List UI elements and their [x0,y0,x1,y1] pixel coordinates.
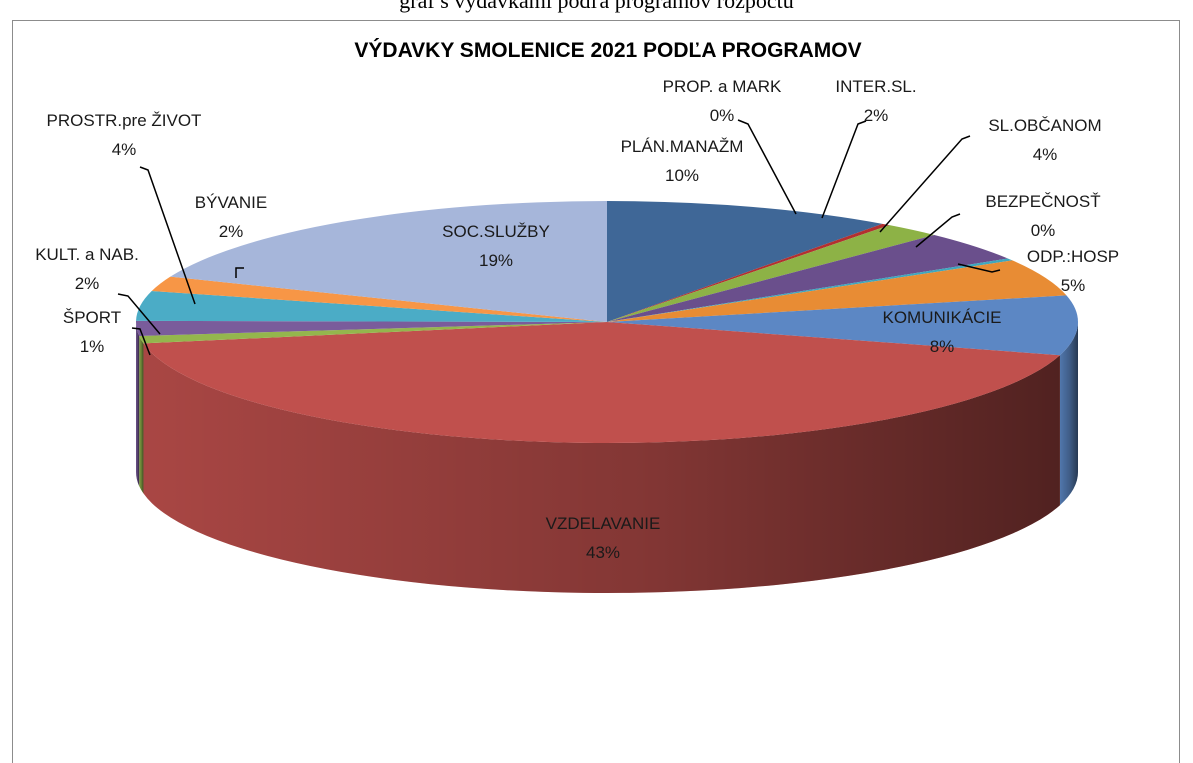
slice-bezpecnost [607,258,1013,322]
pie-slices [136,201,1078,444]
slice-byvanie [151,276,608,322]
leader-line-prop-a-mark [737,119,797,215]
leader-lines [117,119,1001,356]
slice-label-sl-obcanom: SL.OBČANOM [988,116,1101,135]
slice-percent-prop-a-mark: 0% [710,106,735,125]
slice-label-kult-a-nab: KULT. a NAB. [35,245,139,264]
slice-percent-byvanie: 2% [219,222,244,241]
slice-sport [139,322,607,344]
slice-percent-inter-sl: 2% [864,106,889,125]
slice-label-byvanie: BÝVANIE [195,193,267,212]
slice-percent-bezpecnost: 0% [1031,221,1056,240]
leader-line-odp-hosp [957,263,1001,273]
slice-side-sport-shade [139,335,144,494]
slice-label-prostr-pre-zivot: PROSTR.pre ŽIVOT [47,111,202,130]
slice-label-sport: ŠPORT [63,308,121,327]
leader-line-bezpecnost [915,213,961,248]
slice-odp-hosp [607,260,1067,322]
page-header-text-cut: graf s výdavkami podľa programov rozpočt… [0,0,1193,16]
slice-percent-prostr-pre-zivot: 4% [112,140,137,159]
slice-percent-kult-a-nab: 2% [75,274,100,293]
slice-percent-odp-hosp: 5% [1061,276,1086,295]
slice-percent-plan-manazm: 10% [665,166,699,185]
slice-side-vzdelavanie-shade [143,343,1060,593]
slice-percent-soc-sluzby: 19% [479,251,513,270]
slice-kult-a-nab [136,320,607,336]
slice-label-inter-sl: INTER.SL. [835,77,916,96]
slice-sl-obcanom [607,234,1008,322]
slice-komunikacie [607,295,1078,356]
leader-line-kult-a-nab [117,293,161,335]
slice-prop-a-mark [607,223,890,322]
slice-percent-komunikacie: 8% [930,337,955,356]
page-header-text: graf s výdavkami podľa programov rozpočt… [399,0,794,13]
leader-line-byvanie [235,267,244,278]
slice-label-komunikacie: KOMUNIKÁCIE [882,308,1001,327]
slice-label-soc-sluzby: SOC.SLUŽBY [442,222,550,241]
slice-side-kult-a-nab-shade [136,322,140,486]
leader-line-prostr-pre-zivot [139,166,196,305]
slice-vzdelavanie [143,322,1060,444]
leader-line-sl-obcanom [879,135,971,233]
slice-label-vzdelavanie: VZDELAVANIE [546,514,661,533]
slice-prostr-pre-zivot [136,290,607,322]
slice-percent-sl-obcanom: 4% [1033,145,1058,164]
slice-label-plan-manazm: PLÁN.MANAŽM [621,137,744,156]
slice-inter-sl [607,225,935,322]
slice-label-bezpecnost: BEZPEČNOSŤ [985,192,1100,211]
slice-soc-sluzby [170,201,607,322]
slice-percent-vzdelavanie: 43% [586,543,620,562]
chart-title: VÝDAVKY SMOLENICE 2021 PODĽA PROGRAMOV [354,38,861,62]
slice-label-odp-hosp: ODP.:HOSP [1027,247,1119,266]
slice-labels: PLÁN.MANAŽM 10% PROP. a MARK 0% INTER.SL. 2% S… [35,77,1119,562]
leader-line-inter-sl [821,120,867,219]
pie-sides [136,322,1078,593]
slice-plan-manazm [607,201,883,322]
leader-line-sport [131,327,151,356]
slice-label-prop-a-mark: PROP. a MARK [663,77,782,96]
slice-side-komunikacie-shade [1059,322,1078,506]
slice-percent-sport: 1% [80,337,105,356]
